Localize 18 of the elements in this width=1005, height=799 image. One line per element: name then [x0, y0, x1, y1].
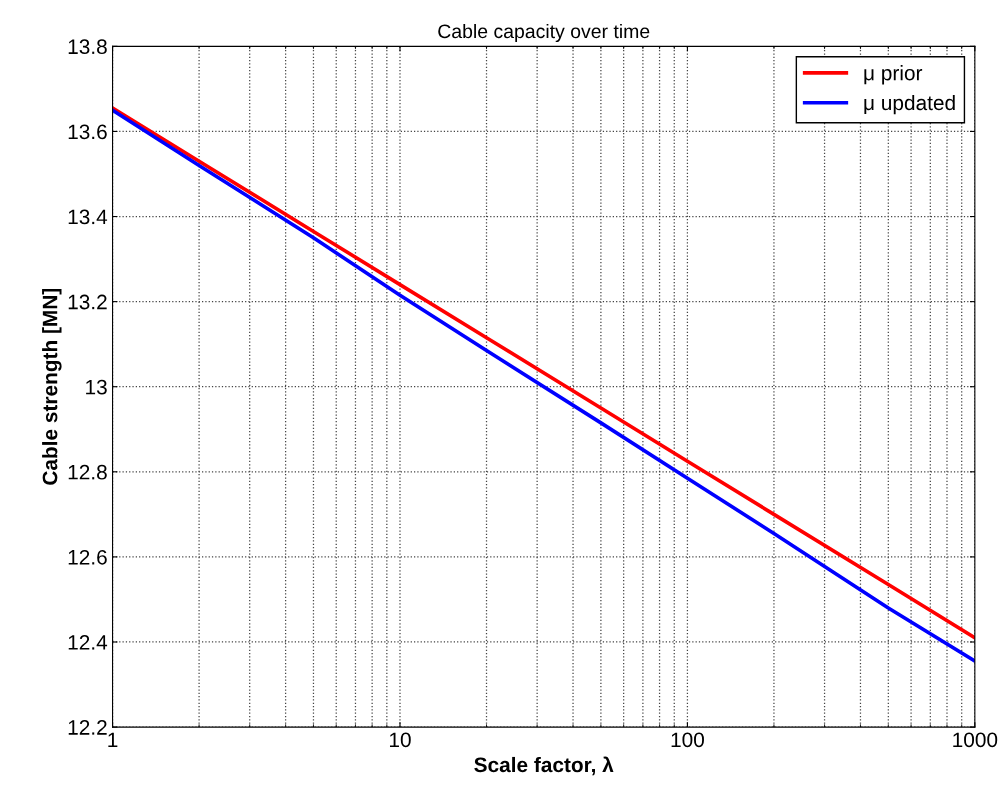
y-tick-label: 12.8 — [68, 464, 107, 480]
chart-title: Cable capacity over time — [438, 23, 650, 43]
y-axis-title: Cable strength [MN] — [42, 288, 62, 485]
y-tick-label: 13.4 — [68, 209, 108, 225]
x-tick-label: 1 — [108, 732, 118, 748]
x-tick-label: 10 — [389, 732, 411, 748]
x-tick-label: 100 — [671, 732, 704, 748]
legend-label: μ prior — [864, 65, 923, 85]
y-tick-label: 13.6 — [68, 124, 107, 140]
y-tick-label: 13 — [86, 379, 107, 395]
legend-label: μ updated — [864, 94, 955, 115]
y-tick-label: 13.8 — [68, 39, 107, 55]
y-tick-label: 12.2 — [68, 720, 107, 735]
y-tick-label: 12.6 — [68, 549, 107, 565]
x-tick-label: 1000 — [953, 732, 998, 748]
y-tick-label: 13.2 — [68, 294, 107, 310]
x-axis-title: Scale factor, λ — [474, 756, 614, 776]
y-tick-label: 12.4 — [68, 635, 108, 650]
